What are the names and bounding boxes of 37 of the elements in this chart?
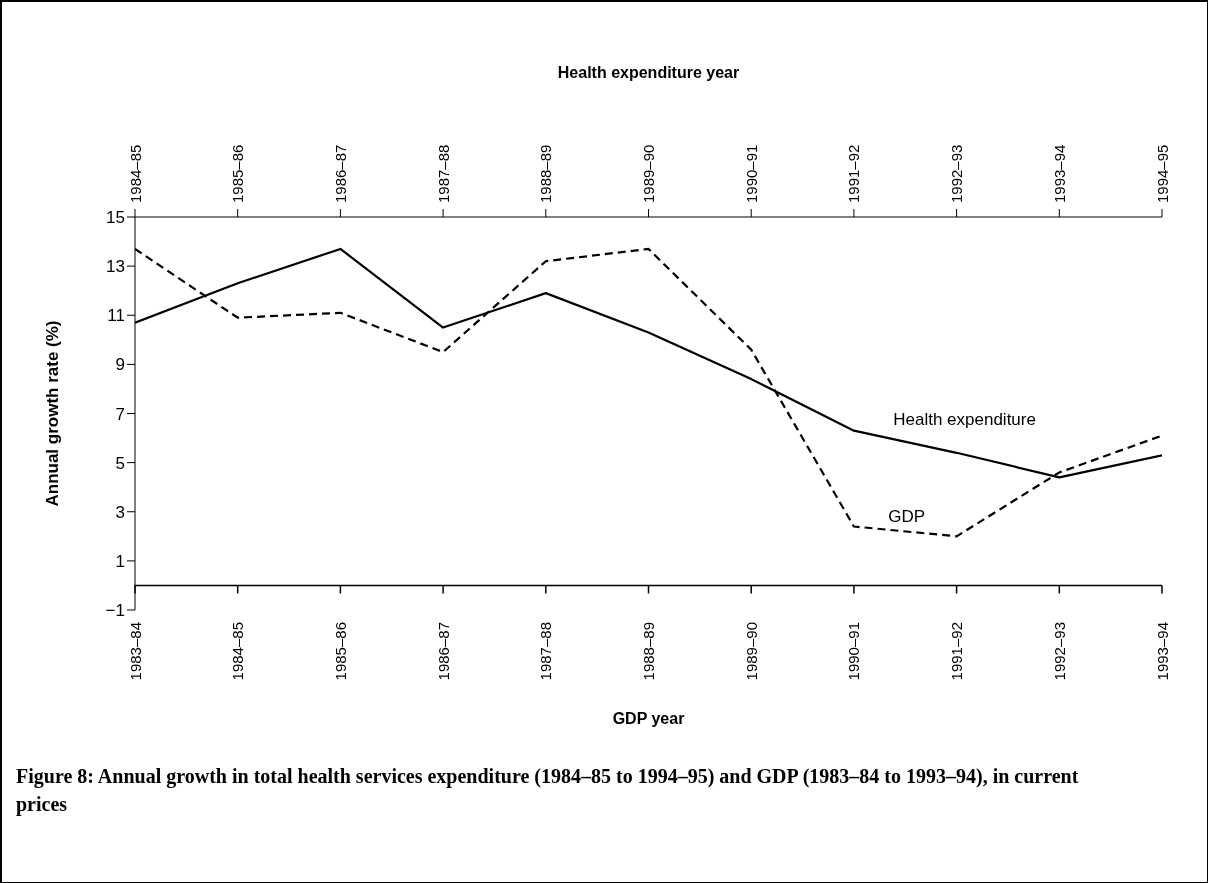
y-tick-label: 7 [115,404,125,424]
series-label: GDP [888,507,926,527]
y-tick-label: 3 [115,502,125,522]
text: 1985–86 [229,144,247,203]
x-tick-label: 1988–89 [640,622,657,681]
text: 1984–85 [126,144,144,203]
text: 1992–93 [948,144,966,203]
text: 1993–94 [1050,144,1068,203]
text: 1988–89 [537,144,555,203]
text: Figure 8: Annual growth in total health services expenditure (1984–85 to 1994–95) and GDP (1983–84 to 1993–94), in current prices [16,764,1080,818]
text: 1994–95 [1153,144,1171,203]
text: 1991–92 [845,144,863,203]
y-tick-label: 9 [115,355,125,375]
x2-axis-title: Health expenditure year [557,64,740,82]
x-tick-label: 1989–90 [742,622,760,681]
x-tick-label: 1987–88 [537,622,555,681]
x-tick-label: 1993–94 [1153,622,1171,681]
y-tick-label: −1 [105,601,125,621]
x-tick-label: 1992–93 [1050,622,1068,681]
y-tick-label: 13 [106,257,125,277]
x-tick-label: 1985–86 [331,622,349,681]
text: 1987–88 [434,144,452,203]
text: 1990–91 [742,144,760,203]
y-tick-label: 11 [107,306,125,326]
x-tick-label: 1991–92 [948,622,966,681]
text: 1989–90 [640,144,657,203]
y-tick-label: 5 [115,453,125,473]
x-axis-title: GDP year [612,710,685,727]
series-label: Health expenditure [893,409,1036,429]
x-tick-label: 1983–84 [126,622,144,681]
y-tick-label: 15 [106,208,125,228]
text: 1986–87 [331,144,349,203]
x-tick-label: 1990–91 [845,622,863,681]
y-axis-title: Annual growth rate (%) [43,320,63,507]
y-tick-label: 1 [115,551,125,571]
x-tick-label: 1986–87 [434,622,452,681]
x-tick-label: 1984–85 [229,622,247,681]
